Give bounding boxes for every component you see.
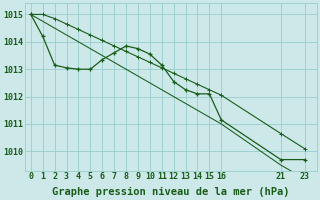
X-axis label: Graphe pression niveau de la mer (hPa): Graphe pression niveau de la mer (hPa)	[52, 186, 290, 197]
